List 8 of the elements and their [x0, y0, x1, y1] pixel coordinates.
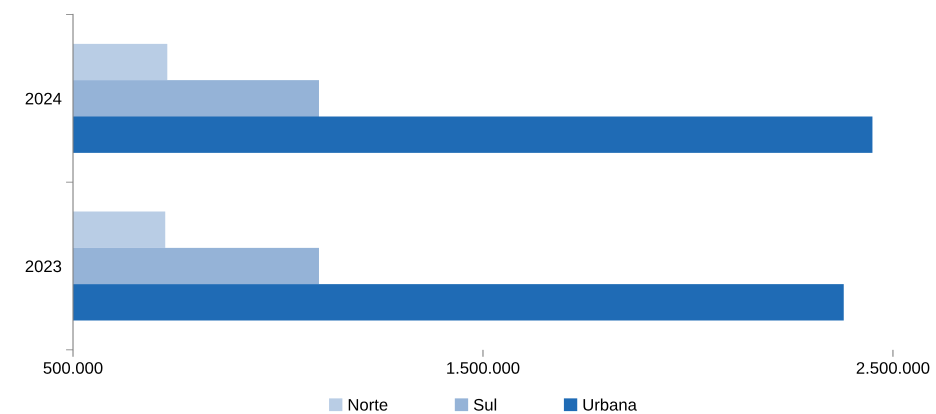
x-tick-label: 500.000	[44, 362, 102, 374]
legend-label: Urbana	[584, 398, 637, 411]
legend-label: Norte	[348, 399, 388, 411]
x-tick-label: 2.500.000	[856, 362, 930, 374]
x-tick-label: 1.500.000	[447, 362, 520, 374]
y-tick-label: 2024	[26, 92, 62, 105]
y-tick-label: 2023	[26, 260, 62, 272]
legend-label: Sul	[474, 398, 496, 411]
